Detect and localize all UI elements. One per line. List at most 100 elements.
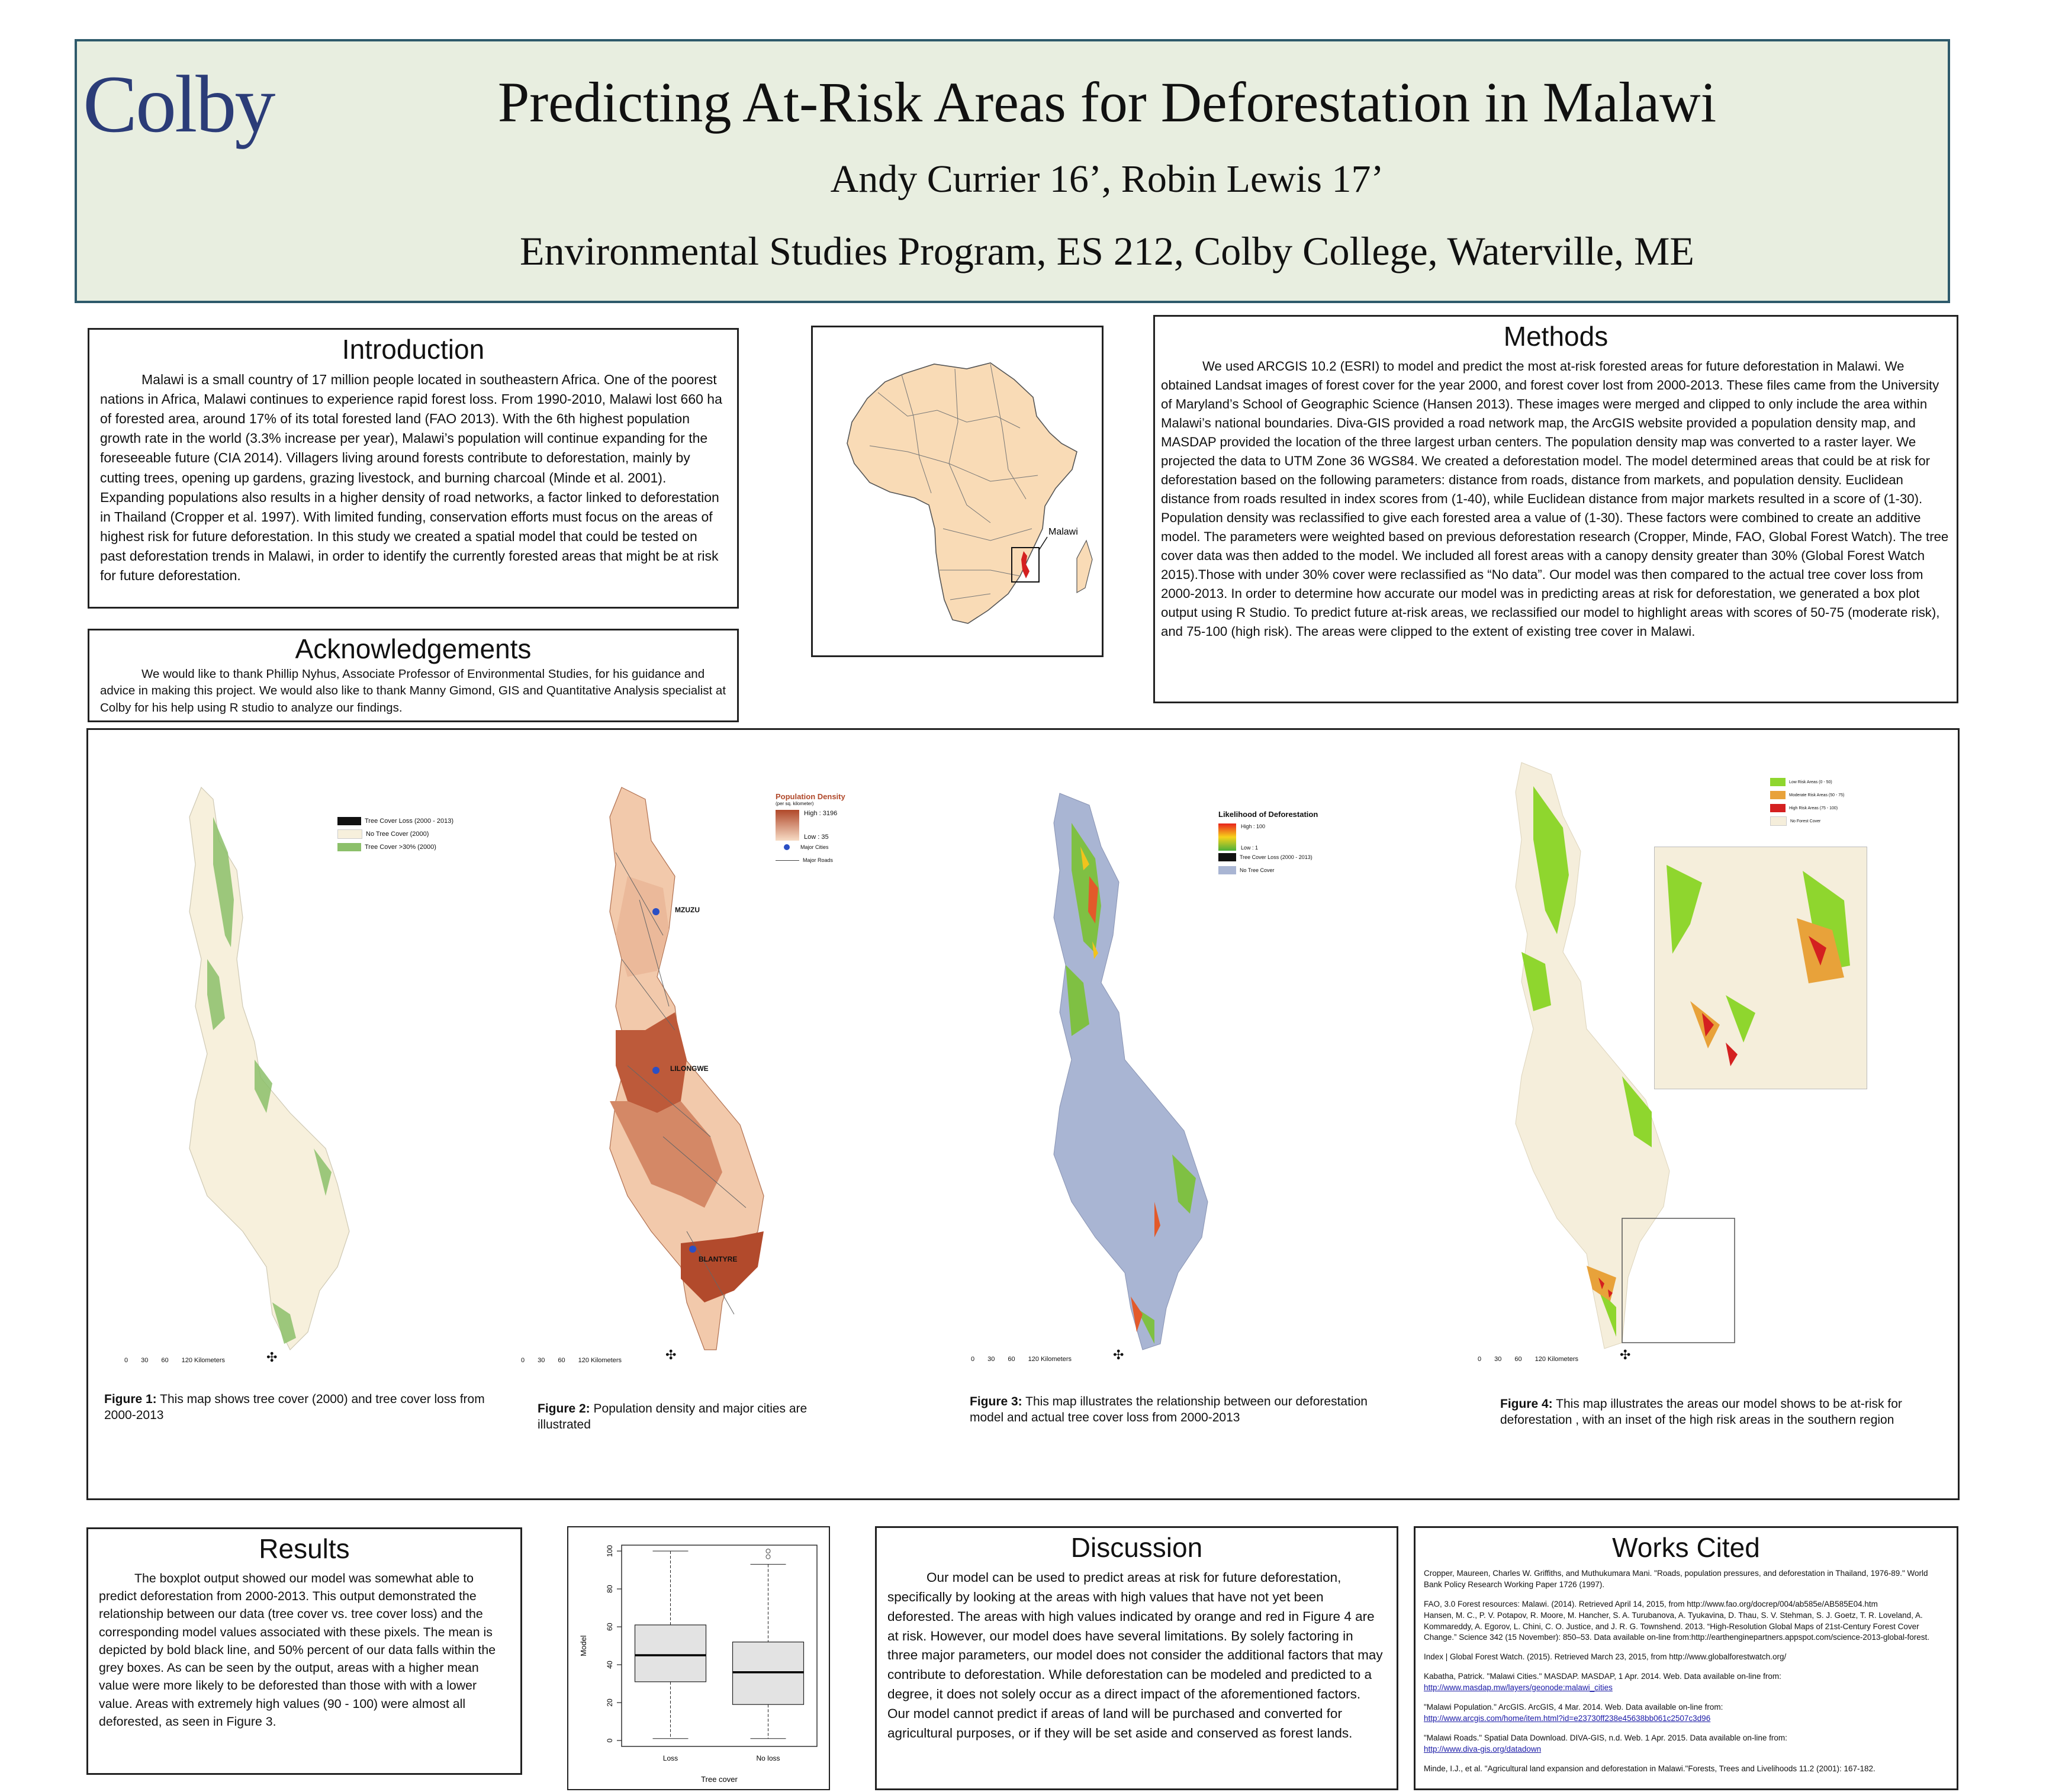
fig4-legend: Low Risk Areas (0 - 50) Moderate Risk Ar… (1770, 776, 1871, 828)
colby-logo: Colby (83, 59, 275, 149)
inset-locator-box (1622, 1218, 1735, 1343)
acknowledgements-body: We would like to thank Phillip Nyhus, As… (100, 667, 726, 715)
header-banner (75, 39, 1950, 303)
y-tick-label: 0 (606, 1738, 614, 1742)
y-tick-label: 80 (606, 1585, 614, 1593)
reference-link[interactable]: http://www.arcgis.com/home/item.html?id=… (1424, 1713, 1711, 1723)
inset-map-graphic (1667, 865, 1850, 1066)
reference-link[interactable]: http://www.masdap.mw/layers/geonode:mala… (1424, 1683, 1613, 1693)
inset-moderate-risk (1690, 918, 1844, 1048)
malawi-locator-box (1011, 547, 1040, 583)
fig3-map-graphic (1053, 793, 1208, 1350)
results-body: The boxplot output showed our model was … (99, 1571, 496, 1729)
figure-1-map (172, 781, 503, 1373)
reference-item: "Malawi Population." ArcGIS. ArcGIS, 4 M… (1424, 1702, 1948, 1725)
fig2-scale-bar: 0 30 60 120 Kilometers (521, 1357, 622, 1364)
figure-4-map (1498, 757, 1770, 1360)
legend-swatch (337, 817, 361, 825)
fig2-legend-cities: Major Cities (776, 841, 918, 854)
fig4-legend-item: Moderate Risk Areas (50 - 75) (1770, 789, 1871, 802)
fig2-map-graphic (609, 787, 764, 1350)
high-risk-areas (1598, 1278, 1613, 1298)
fig3-legend-loss: Tree Cover Loss (2000 - 2013) (1218, 851, 1372, 864)
major-roads (615, 852, 747, 1315)
legend-swatch (337, 829, 362, 839)
fig1-caption: Figure 1: This map shows tree cover (200… (104, 1392, 485, 1423)
introduction-title: Introduction (342, 334, 485, 365)
figure-3-map (1036, 787, 1297, 1368)
inset-low-risk (1667, 865, 1850, 1043)
reference-text: FAO, 3.0 Forest resources: Malawi. (2014… (1424, 1599, 1929, 1642)
reference-link[interactable]: http://www.diva-gis.org/datadown (1424, 1744, 1542, 1754)
density-color-ramp (776, 810, 799, 841)
fig1-legend: Tree Cover Loss (2000 - 2013) No Tree Co… (337, 815, 533, 854)
legend-swatch (1770, 816, 1787, 826)
malawi-highlight (1021, 551, 1030, 578)
city-label-mzuzu: MZUZU (675, 906, 700, 914)
inset-high-risk (1702, 936, 1826, 1066)
country-borders (869, 363, 1038, 600)
fig4-caption: Figure 4: This map illustrates the areas… (1500, 1397, 1902, 1427)
fig4-legend-item: No Forest Cover (1770, 815, 1871, 828)
reference-item: Minde, I.J., et al. "Agricultural land e… (1424, 1764, 1948, 1775)
fig2-legend: Population Density (per sq. kilometer) H… (776, 792, 918, 867)
y-tick-label: 100 (606, 1545, 614, 1557)
fig2-north-arrow-icon: ✣ (665, 1347, 677, 1362)
box-iqr (634, 1624, 707, 1682)
model-high-areas (1088, 876, 1160, 1332)
introduction-section: Introduction Malawi is a small country o… (88, 328, 739, 609)
results-title: Results (259, 1533, 350, 1564)
fig2-caption: Figure 2: Population density and major c… (538, 1402, 808, 1432)
poster-affiliation: Environmental Studies Program, ES 212, C… (520, 229, 1694, 274)
reference-item: FAO, 3.0 Forest resources: Malawi. (2014… (1424, 1599, 1948, 1644)
fig3-north-arrow-icon: ✣ (1113, 1347, 1124, 1362)
x-category-label: No loss (756, 1754, 780, 1762)
fig3-legend: Likelihood of Deforestation High : 100 L… (1218, 810, 1372, 877)
results-section: Results The boxplot output showed our mo… (86, 1527, 522, 1775)
fig1-legend-item: Tree Cover Loss (2000 - 2013) (337, 815, 533, 828)
introduction-body: Malawi is a small country of 17 million … (100, 372, 722, 584)
high-density-lilongwe (616, 1012, 687, 1113)
discussion-body: Our model can be used to predict areas a… (887, 1570, 1383, 1740)
fig3-legend-ramp: High : 100 Low : 1 (1218, 823, 1372, 851)
high-density-blantyre (681, 1231, 764, 1302)
africa-landmass (847, 362, 1077, 624)
mid-density-areas (610, 1101, 722, 1208)
works-cited-section: Works Cited Cropper, Maureen, Charles W.… (1414, 1526, 1958, 1790)
fig3-legend-title: Likelihood of Deforestation (1218, 810, 1318, 819)
fig3-scale-bar: 0 30 60 120 Kilometers (971, 1356, 1072, 1363)
reference-text: Index | Global Forest Watch. (2015). Ret… (1424, 1652, 1787, 1662)
city-label-blantyre: BLANTYRE (699, 1255, 738, 1263)
legend-swatch (1770, 804, 1786, 812)
reference-text: "Malawi Population." ArcGIS. ArcGIS, 4 M… (1424, 1703, 1723, 1712)
fig2-legend-roads: Major Roads (776, 854, 918, 867)
fig4-legend-item: High Risk Areas (75 - 100) (1770, 802, 1871, 815)
fig1-map-graphic (189, 786, 350, 1351)
y-axis-label: Model (579, 1635, 588, 1656)
discussion-section: Discussion Our model can be used to pred… (875, 1526, 1398, 1790)
x-axis-label: Tree cover (701, 1775, 738, 1784)
boxplot-chart: 0 20 40 60 80 100 Model Tree cover Loss No loss (579, 1545, 818, 1784)
fig1-legend-item: Tree Cover >30% (2000) (337, 841, 533, 854)
legend-swatch (1770, 791, 1786, 799)
tree-cover-areas (207, 817, 332, 1344)
malawi-label: Malawi (1048, 527, 1078, 537)
legend-swatch (1770, 778, 1786, 786)
fig1-scale-bar: 0 30 60 120 Kilometers (124, 1357, 225, 1364)
malawi-outline (189, 786, 350, 1351)
model-mid-areas (1080, 847, 1098, 959)
poster-title: Predicting At-Risk Areas for Deforestati… (497, 70, 1717, 134)
reference-item: Index | Global Forest Watch. (2015). Ret… (1424, 1652, 1948, 1663)
city-marker-lilongwe (652, 1067, 660, 1074)
fig4-legend-item: Low Risk Areas (0 - 50) (1770, 776, 1871, 789)
model-low-areas (1066, 823, 1196, 1344)
fig3-legend-none: No Tree Cover (1218, 864, 1372, 877)
plot-frame (621, 1545, 818, 1747)
acknowledgements-title: Acknowledgements (295, 633, 532, 664)
x-category-label: Loss (663, 1754, 678, 1762)
legend-swatch (1218, 853, 1236, 861)
outlier-point (765, 1554, 771, 1559)
reference-text: Kabatha, Patrick. "Malawi Cities." MASDA… (1424, 1672, 1781, 1681)
fig4-inset-map (1654, 847, 1867, 1089)
outlier-point (765, 1549, 771, 1553)
